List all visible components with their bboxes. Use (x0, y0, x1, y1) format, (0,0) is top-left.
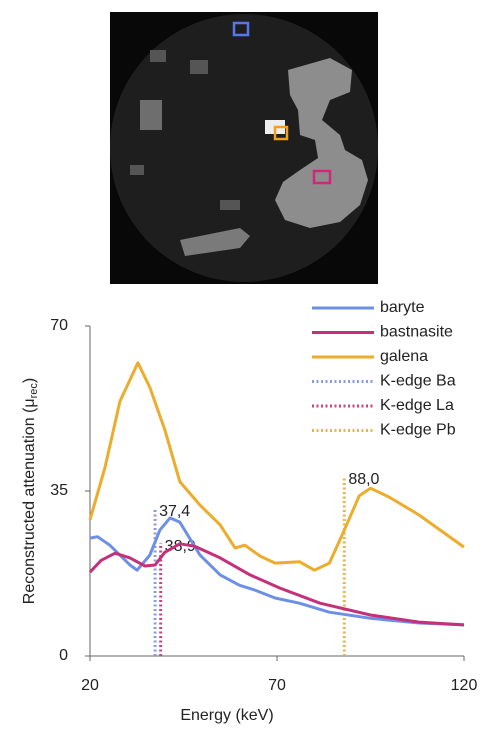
y-tick-label: 70 (50, 317, 68, 334)
k-edge-label: 88,0 (348, 471, 379, 488)
mineral-grain (190, 60, 208, 74)
legend-label: K-edge Ba (380, 373, 456, 390)
ct-image (110, 12, 378, 284)
page: Energy (keV) Reconstructed attenuation (… (0, 0, 488, 734)
mineral-grain (150, 50, 166, 62)
series-line (90, 518, 464, 625)
y-title-end: ) (21, 378, 38, 383)
x-tick-label: 20 (81, 677, 99, 694)
series-line (90, 363, 464, 570)
legend-label: galena (380, 348, 428, 365)
legend-label: K-edge La (380, 397, 454, 414)
y-title-sub: rec (28, 383, 40, 399)
y-tick-label: 35 (50, 482, 68, 499)
mineral-grain (130, 165, 144, 175)
legend-label: bastnasite (380, 324, 453, 341)
mineral-grain (140, 100, 162, 130)
figure: Energy (keV) Reconstructed attenuation (… (0, 0, 488, 729)
y-title-main: Reconstructed attenuation (μ (21, 398, 38, 604)
y-tick-label: 0 (59, 647, 68, 664)
x-axis-title: Energy (keV) (180, 707, 273, 724)
series-line (90, 544, 464, 625)
legend-label: K-edge Pb (380, 422, 456, 439)
y-axis-title: Reconstructed attenuation (μrec) (21, 378, 40, 604)
legend-label: baryte (380, 299, 425, 316)
x-tick-label: 70 (268, 677, 286, 694)
x-tick-label: 120 (451, 677, 478, 694)
mineral-grain (220, 200, 240, 210)
k-edge-label: 37,4 (159, 503, 190, 520)
